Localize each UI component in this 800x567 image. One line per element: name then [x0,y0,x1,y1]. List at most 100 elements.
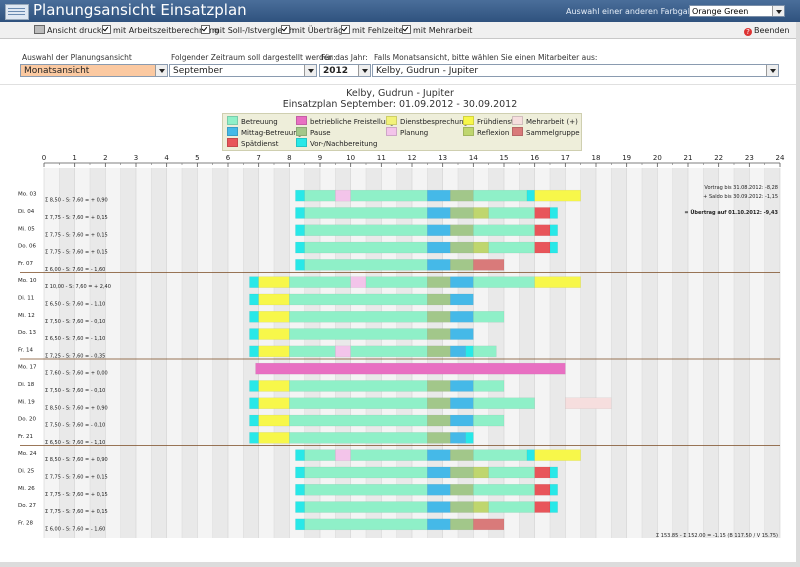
grid-column [718,168,734,538]
palette-value: Orange Green [692,7,749,16]
schedule-bar [450,518,474,531]
x-tick-label: 19 [622,154,631,162]
schedule-bar [450,276,474,288]
schedule-bar [295,189,305,202]
checkbox-checked-icon[interactable] [102,25,111,34]
day-calc-label: Σ 6,00 - S: 7,60 = - 1,60 [45,267,105,273]
grid-column [534,168,550,538]
checkbox-mehrarbeit[interactable]: mit Mehrarbeit [402,25,472,36]
chevron-down-icon[interactable] [304,65,316,76]
window-frame-bottom [0,562,800,567]
day-label: Mi. 12 [18,313,35,319]
schedule-bar [304,241,428,254]
x-tick-label: 18 [592,154,601,162]
palette-select[interactable]: Orange Green [689,5,785,17]
legend-item: Frühdienst [463,116,514,127]
close-button[interactable]: ? Beenden [744,25,789,36]
chevron-down-icon[interactable] [155,65,167,76]
view-select[interactable]: Monatsansicht [20,64,168,77]
legend-label: Betreuung [241,118,278,126]
schedule-bar [249,293,259,306]
legend-swatch [296,116,307,125]
schedule-bar [249,345,259,358]
grid-column [580,168,596,538]
schedule-bar [427,259,451,271]
chevron-down-icon[interactable] [358,65,370,76]
schedule-bar [450,432,466,444]
schedule-bar [249,380,259,392]
schedule-bar [427,224,451,236]
grid-column [519,168,535,538]
schedule-bar [473,518,505,531]
day-calc-label: Σ 7,50 - S: 7,60 = - 0,10 [45,423,105,429]
schedule-bar [255,362,566,375]
schedule-bar [549,501,558,513]
schedule-bar [534,189,581,202]
chevron-down-icon[interactable] [766,65,778,76]
chevron-down-icon[interactable] [772,6,784,16]
x-tick-label: 13 [438,154,447,162]
legend-swatch [227,138,238,147]
x-tick-label: 0 [42,154,46,162]
schedule-bar [295,207,305,219]
schedule-bar [465,345,474,358]
x-tick-label: 2 [103,154,107,162]
schedule-bar [450,345,466,358]
x-tick-label: 21 [684,154,693,162]
schedule-bar [473,449,528,461]
checkbox-uebertraege[interactable]: mit Überträge [281,25,348,36]
employee-value: Kelby, Gudrun - Jupiter [376,66,479,76]
grid-column [151,168,167,538]
schedule-bar [289,328,428,340]
schedule-bar [289,345,336,358]
day-calc-label: Σ 7,75 - S: 7,60 = + 0,15 [45,474,108,480]
day-label: Di. 04 [18,209,35,215]
day-label: Mo. 10 [18,278,37,284]
legend-swatch [512,127,523,136]
day-label: Do. 27 [18,503,36,509]
plan-subtitle: Einsatzplan September: 01.09.2012 - 30.0… [282,99,518,110]
schedule-bar [295,241,305,254]
checkbox-checked-icon[interactable] [201,25,210,34]
schedule-bar [258,345,290,358]
print-button[interactable]: Ansicht drucken [34,25,111,36]
close-icon: ? [744,28,752,36]
employee-select[interactable]: Kelby, Gudrun - Jupiter [372,64,779,77]
grid-column [228,168,244,538]
period-select[interactable]: September [169,64,317,77]
day-label: Mo. 24 [18,451,37,457]
schedule-bar [289,276,351,288]
schedule-bar [427,241,451,254]
schedule-bar [450,484,474,496]
checkbox-checked-icon[interactable] [281,25,290,34]
schedule-bar [549,224,558,236]
vortrag-note: Vortrag bis 31.08.2012: -8,28 [704,185,778,191]
schedule-bar [450,207,474,219]
checkbox-soll-ist[interactable]: mit Soll-/Istvergleich [201,25,294,36]
schedule-bar [249,432,259,444]
schedule-bar [258,328,290,340]
print-label: Ansicht drucken [47,26,112,35]
legend-item: Vor-/Nachbereitung [296,138,377,149]
schedule-bar [335,449,351,461]
period-label: Folgender Zeitraum soll dargestellt werd… [171,53,336,62]
checkbox-arbeitszeit[interactable]: mit Arbeitszeitberechnung [102,25,219,36]
day-label: Mo. 17 [18,365,37,371]
schedule-bar [526,449,535,461]
checkbox-checked-icon[interactable] [341,25,350,34]
checkbox-checked-icon[interactable] [402,25,411,34]
schedule-bar [473,224,535,236]
checkbox-fehlzeiten[interactable]: mit Fehlzeiten [341,25,409,36]
legend-item: Sammelgruppe [512,127,580,138]
schedule-bar [473,276,535,288]
x-tick-label: 20 [653,154,662,162]
schedule-bar [450,449,474,461]
schedule-bar [289,380,428,392]
year-select[interactable]: 2012 [319,64,371,77]
x-tick-label: 6 [226,154,231,162]
year-label: Für das Jahr: [321,53,368,62]
schedule-bar [473,345,497,358]
grid-column [504,168,520,538]
schedule-bar [427,414,451,427]
schedule-bar [289,293,428,306]
